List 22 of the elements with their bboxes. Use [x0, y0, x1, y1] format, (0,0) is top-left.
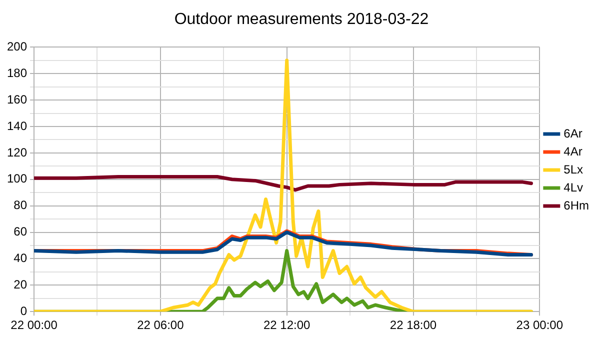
- y-tick-label: 60: [14, 224, 28, 239]
- y-tick-label: 160: [6, 92, 28, 106]
- y-tick-label: 140: [6, 118, 28, 133]
- y-tick-label: 120: [6, 145, 28, 160]
- y-tick-label: 100: [6, 172, 28, 186]
- legend-label: 4Lv: [564, 180, 584, 194]
- y-tick-label: 0: [20, 304, 28, 318]
- legend-label: 5Lx: [564, 162, 584, 176]
- y-tick-label: 80: [14, 198, 28, 212]
- x-tick-label: 22 18:00: [390, 318, 437, 332]
- x-tick-label: 22 12:00: [263, 318, 311, 332]
- legend-label: 6Ar: [564, 126, 582, 140]
- chart-title: Outdoor measurements 2018-03-22: [174, 11, 429, 28]
- x-tick-label: 22 00:00: [10, 318, 58, 332]
- x-tick-label: 23 00:00: [516, 318, 564, 332]
- legend-label: 6Hm: [564, 198, 590, 212]
- y-tick-label: 40: [14, 251, 28, 266]
- y-tick-label: 180: [6, 66, 28, 80]
- legend-label: 4Ar: [564, 144, 582, 158]
- x-tick-label: 22 06:00: [137, 318, 184, 332]
- y-tick-label: 20: [14, 277, 28, 292]
- y-tick-label: 200: [6, 40, 28, 54]
